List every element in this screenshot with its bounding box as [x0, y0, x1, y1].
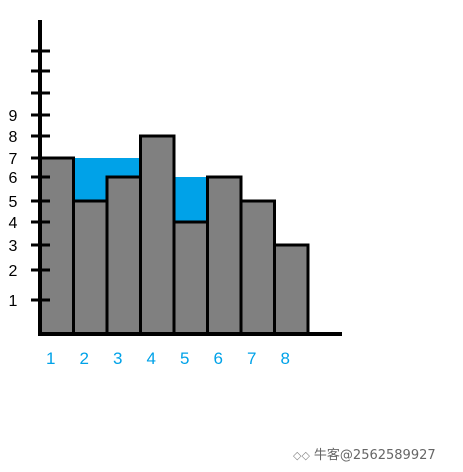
x-tick-label: 8	[281, 349, 290, 368]
x-tick-label: 3	[113, 349, 122, 368]
niuke-logo-icon: ◇◇	[293, 449, 310, 462]
watermark-text: 牛客@2562589927	[313, 448, 436, 463]
bar	[239, 199, 276, 336]
x-tick-label: 2	[80, 349, 89, 368]
water-segment	[174, 177, 208, 222]
axis-layer	[31, 20, 342, 336]
water-layer	[73, 158, 208, 222]
y-tick-label: 8	[9, 129, 18, 146]
y-tick-label: 7	[9, 151, 18, 168]
x-tick-label: 4	[147, 349, 156, 368]
x-tick-label: 7	[247, 349, 256, 368]
bars-layer	[38, 134, 310, 336]
bar	[172, 220, 209, 336]
y-tick-label: 2	[9, 263, 18, 280]
watermark: ◇◇ 牛客@2562589927	[293, 444, 436, 463]
y-tick-label: 3	[9, 238, 18, 255]
y-tick-label: 4	[9, 215, 18, 232]
water-segment	[107, 158, 141, 177]
bar	[273, 243, 310, 336]
y-tick-label: 5	[9, 194, 18, 211]
x-tick-label: 5	[180, 349, 189, 368]
labels-layer: 1 2 3 4 5 6 7 8 9 1 2 3 4 5 6 7 8	[9, 108, 290, 368]
y-tick-label: 6	[9, 170, 18, 187]
bar	[105, 175, 142, 336]
bar	[139, 134, 176, 336]
y-tick-label: 9	[9, 108, 18, 125]
x-tick-label: 1	[46, 349, 55, 368]
x-tick-label: 6	[214, 349, 223, 368]
bar	[206, 175, 243, 336]
bar	[72, 199, 109, 336]
water-segment	[73, 158, 107, 201]
y-tick-label: 1	[9, 293, 18, 310]
